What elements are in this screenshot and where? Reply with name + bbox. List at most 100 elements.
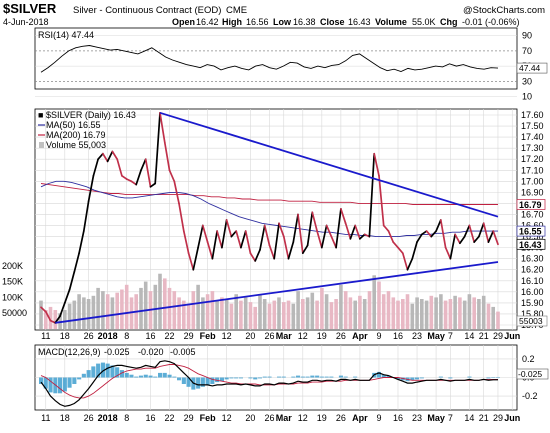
volume-bar (210, 291, 215, 329)
price-segment (92, 158, 99, 177)
x-tick-label: Jun (504, 331, 520, 341)
volume-label: Volume (375, 17, 407, 27)
macd-hist-bar (296, 375, 301, 378)
price-segment (106, 150, 114, 163)
macd-label: MACD(12,26,9) -0.025 -0.020 -0.005 (38, 347, 196, 357)
x-tick-label: 18 (60, 331, 70, 341)
price-segment (306, 211, 314, 247)
price-segment (468, 224, 476, 243)
price-segment (163, 141, 171, 172)
macd-hist-bar (153, 376, 158, 378)
macd-hist-bar (305, 376, 310, 378)
volume-bar (163, 278, 167, 329)
volume-bar (124, 284, 129, 329)
macd-hist-bar (281, 376, 286, 378)
volume-bar (396, 300, 400, 329)
price-segment (187, 252, 195, 271)
x-tick-label: 29 (493, 331, 503, 341)
macd-hist-bar (386, 375, 391, 378)
price-segment (492, 230, 499, 246)
price-segment (159, 111, 166, 144)
price-segment (359, 233, 366, 240)
trendlines (55, 111, 499, 324)
price-segment (44, 310, 52, 322)
price-segment (311, 211, 318, 232)
macd-hist-bar (234, 377, 239, 379)
x-tick-label: 7 (448, 331, 453, 341)
price-tick-label: 16.90 (521, 187, 544, 197)
macd-hist-bar (381, 374, 386, 378)
macd-hist-bar (415, 377, 420, 380)
price-segment (330, 235, 337, 249)
macd-hist-bar (229, 377, 234, 379)
x-tick-label: 12 (222, 331, 232, 341)
volume-bar (472, 297, 476, 329)
volume-bar (234, 294, 238, 329)
volume-tick-label: 200K (2, 261, 23, 271)
macd-hist-bar (338, 375, 343, 378)
trendline (159, 111, 499, 218)
macd-hist-bar (129, 374, 134, 378)
macd-hist-bar (115, 367, 120, 378)
volume-bar (110, 297, 115, 329)
macd-panel: 0.20.0-0.2 MACD(12,26,9) -0.025 -0.020 -… (34, 344, 549, 411)
macd-hist-bar (491, 377, 496, 378)
price-segment (230, 230, 238, 238)
rsi-tick-label: 30 (522, 76, 532, 86)
price-segment (273, 222, 280, 260)
price-segment (54, 315, 61, 324)
price-segment (420, 230, 428, 236)
price-segment (335, 208, 342, 249)
price-tick-label: 16.70 (521, 209, 544, 219)
volume-bar (272, 300, 277, 329)
macd-hist-bar (124, 372, 129, 378)
macd-hist-bar (39, 377, 44, 384)
macd-hist-bar (376, 371, 381, 378)
macd-tick-label: -0.2 (522, 391, 538, 401)
rsi-value-tag-text: 47.44 (519, 63, 541, 73)
macd-hist-bar (158, 372, 163, 378)
volume-bar (72, 300, 77, 329)
volume-bar (115, 292, 119, 329)
x-tick-label: 16 (393, 331, 403, 341)
price-segment (116, 158, 123, 177)
price-segment (354, 224, 361, 240)
volume-bar (496, 311, 500, 329)
x-tick-label: 8 (124, 331, 129, 341)
price-segment (173, 180, 180, 205)
macd-hist-bar (419, 377, 424, 379)
macd-signal-line (40, 364, 498, 399)
price-segment (168, 169, 176, 183)
high-value: 16.56 (246, 17, 269, 27)
volume-bar (301, 299, 305, 329)
price-segment (378, 174, 385, 227)
volume-tick-label: 100K (2, 292, 23, 302)
volume-bar (381, 294, 386, 329)
rsi-label: RSI(14) 47.44 (38, 30, 94, 40)
price-segment (473, 235, 480, 243)
x-tick-label: 20 (245, 413, 255, 423)
volume-bar (153, 284, 158, 329)
volume-bar (477, 299, 481, 329)
chart-symbol: $SILVER (3, 1, 57, 16)
x-tick-label: 12 (298, 413, 308, 423)
macd-hist-bar (77, 377, 82, 380)
x-tick-label: 21 (479, 413, 489, 423)
volume-bar (481, 295, 486, 329)
volume-bar (310, 292, 315, 329)
volume-bar (339, 284, 343, 329)
volume-bar (391, 297, 396, 329)
x-tick-label: 19 (317, 331, 327, 341)
high-label: High (222, 17, 242, 27)
price-segment (68, 271, 76, 291)
volume-bar (282, 302, 286, 329)
price-segment (435, 219, 442, 232)
price-panel: 17.6017.5017.4017.3017.2017.1017.0016.90… (2, 108, 548, 331)
x-axis-labels-lower: 11 18 26 2018 8 16 22 29 Feb 12 20 26 Mar 12 19 26 Apr 9 1… (41, 413, 520, 423)
price-tick-label: 15.90 (521, 298, 544, 308)
price-segment (278, 222, 285, 238)
price-segment (59, 302, 66, 318)
volume-bar (448, 299, 453, 329)
chart-date: 4-Jun-2018 (3, 17, 49, 27)
volume-bar (167, 287, 172, 329)
